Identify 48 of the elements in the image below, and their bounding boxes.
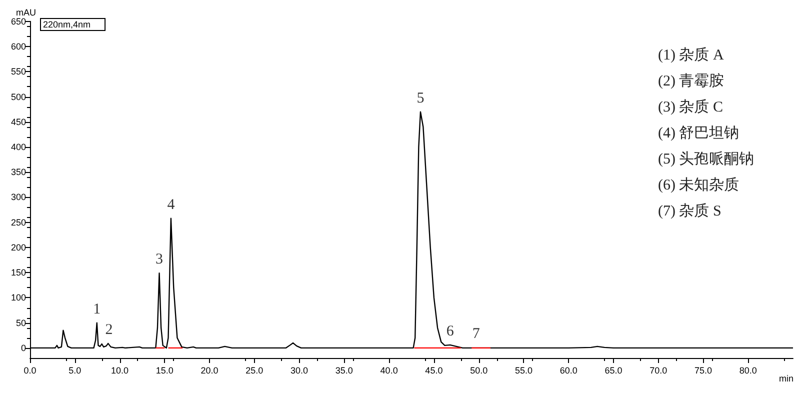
annotation: 6: [446, 323, 454, 340]
annotation: 3: [156, 252, 164, 268]
x-tick-label: 45.0: [425, 366, 443, 376]
y-tick-label: 50: [16, 318, 26, 328]
x-tick-label: 25.0: [246, 366, 264, 376]
annotation: 7: [472, 326, 480, 342]
x-tick-label: 80.0: [739, 366, 757, 376]
x-tick-label: 20.0: [200, 366, 218, 376]
y-tick-label: 600: [10, 42, 26, 52]
y-tick-label: 650: [10, 16, 26, 26]
x-tick-label: 5.0: [68, 366, 82, 376]
annotation: (1) 杂质 A: [658, 46, 724, 64]
annotation: (2) 青霉胺: [658, 72, 724, 90]
x-axis-title: min: [779, 374, 794, 384]
y-tick-label: 350: [10, 167, 26, 178]
annotation: 220nm,4nm: [43, 20, 91, 30]
y-tick-label: 150: [10, 268, 26, 278]
y-tick-label: 200: [10, 242, 26, 252]
x-tick-label: 30.0: [290, 366, 308, 376]
annotation: 2: [105, 322, 113, 338]
annotation: (3) 杂质 C: [658, 98, 723, 116]
annotation: 4: [167, 196, 176, 213]
x-tick-label: 65.0: [604, 366, 622, 376]
y-tick-label: 250: [10, 217, 26, 228]
x-tick-label: 15.0: [156, 366, 174, 376]
x-tick-label: 50.0: [470, 366, 488, 376]
annotation: (7) 杂质 S: [658, 202, 722, 220]
x-tick-label: 70.0: [650, 366, 668, 376]
x-tick-label: 10.0: [111, 366, 129, 376]
y-tick-label: 100: [10, 292, 26, 303]
x-tick-label: 75.0: [694, 366, 712, 376]
x-tick-label: 55.0: [514, 366, 532, 376]
annotation: 1: [93, 301, 101, 318]
annotation: (5) 头孢哌酮钠: [658, 150, 754, 168]
y-tick-label: 500: [10, 92, 26, 102]
y-tick-label: 400: [10, 142, 26, 152]
y-axis-title: mAU: [16, 8, 36, 18]
annotation: (4) 舒巴坦钠: [658, 124, 740, 142]
y-tick-label: 300: [10, 192, 26, 202]
y-tick-label: 450: [10, 116, 26, 127]
y-tick-label: 550: [10, 66, 26, 77]
x-tick-label: 40.0: [380, 366, 398, 376]
x-tick-label: 0.0: [24, 366, 36, 376]
x-tick-label: 35.0: [335, 366, 353, 376]
x-tick-label: 60.0: [560, 366, 578, 376]
annotation: 5: [416, 90, 424, 106]
y-tick-label: 0: [21, 342, 26, 353]
annotation: (6) 未知杂质: [658, 176, 740, 194]
